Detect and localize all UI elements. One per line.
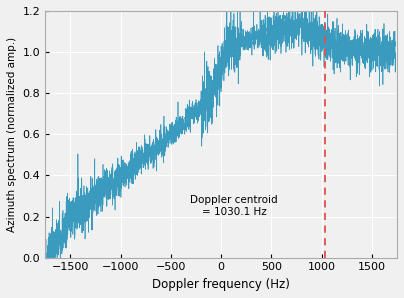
Text: Doppler centroid
= 1030.1 Hz: Doppler centroid = 1030.1 Hz	[190, 195, 278, 217]
X-axis label: Doppler frequency (Hz): Doppler frequency (Hz)	[152, 278, 290, 291]
Y-axis label: Azimuth spectrum (normalized amp.): Azimuth spectrum (normalized amp.)	[7, 37, 17, 232]
